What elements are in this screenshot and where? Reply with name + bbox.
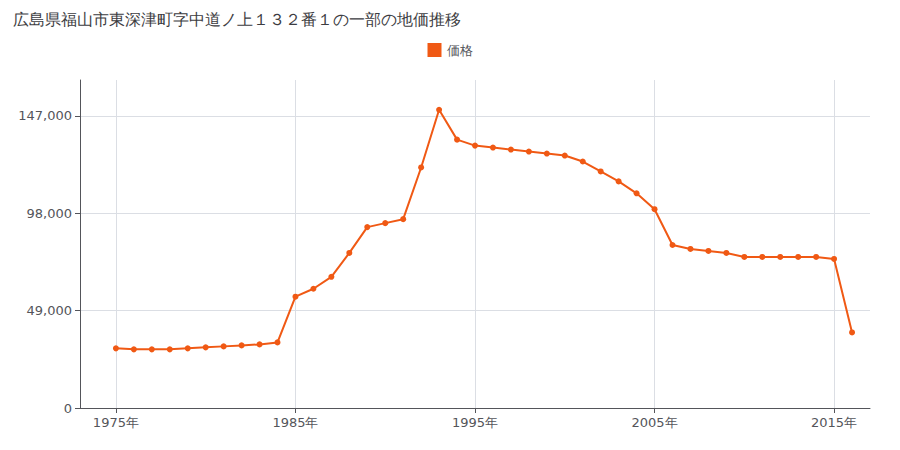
svg-text:147,000: 147,000 xyxy=(18,108,72,123)
svg-text:1995年: 1995年 xyxy=(452,415,498,430)
svg-text:2015年: 2015年 xyxy=(811,415,857,430)
svg-text:2005年: 2005年 xyxy=(631,415,677,430)
svg-text:広島県福山市東深津町字中道ノ上１３２番１の一部の地価推移: 広島県福山市東深津町字中道ノ上１３２番１の一部の地価推移 xyxy=(13,10,461,29)
svg-text:49,000: 49,000 xyxy=(27,303,73,318)
svg-text:1985年: 1985年 xyxy=(272,415,318,430)
svg-text:価格: 価格 xyxy=(447,43,473,58)
svg-text:98,000: 98,000 xyxy=(27,206,73,221)
svg-text:1975年: 1975年 xyxy=(93,415,139,430)
svg-text:0: 0 xyxy=(64,401,72,416)
